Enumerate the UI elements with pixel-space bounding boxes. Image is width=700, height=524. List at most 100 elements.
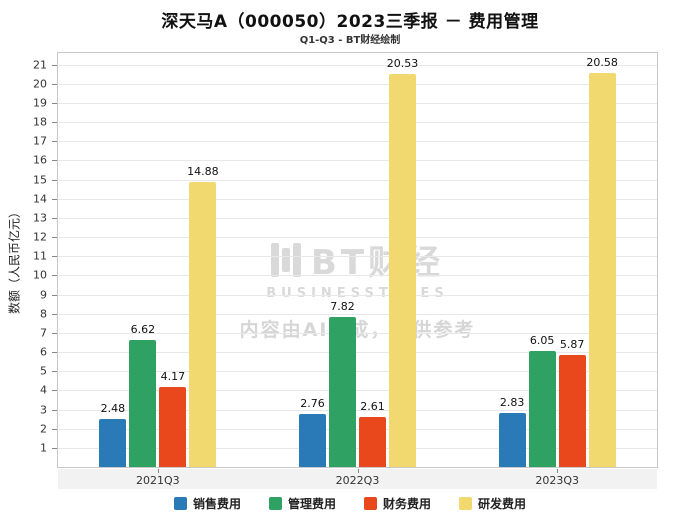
gridline [58,217,657,219]
y-tick-label: 1 [40,441,47,455]
watermark-logo-subtext: BUSINESSTIMES [266,286,449,301]
y-tick-label: 11 [33,249,47,263]
y-tick-label: 10 [33,268,47,282]
gridline [58,352,657,353]
y-tick-label: 3 [40,403,47,416]
y-tick-mark [52,447,57,449]
bar-value-label: 6.62 [130,323,156,337]
y-tick-label: 15 [33,173,47,186]
bar [99,419,127,467]
legend: 销售费用 管理费用 财务费用 研发费用 [0,495,700,512]
gridline [58,371,657,373]
legend-item: 销售费用 [173,495,241,512]
y-tick-label: 16 [33,153,47,167]
y-tick-mark [52,179,57,181]
y-tick-label: 12 [33,230,47,244]
y-tick-mark [52,352,57,353]
y-tick-mark [52,313,57,315]
gridline [58,332,657,334]
y-tick-label: 9 [40,288,47,301]
y-tick-mark [52,217,57,219]
y-tick-label: 2 [40,422,47,436]
gridline [58,64,657,66]
bar-value-label: 6.05 [529,334,555,348]
gridline [58,141,657,143]
legend-label: 销售费用 [192,497,241,511]
x-axis: 2021Q3 2022Q3 2023Q3 [58,469,657,489]
x-tick-label: 2021Q3 [136,474,180,487]
bar [558,354,586,467]
y-tick-label: 5 [40,364,47,378]
gridline [58,83,657,85]
y-tick-mark [52,428,57,430]
gridline [58,237,657,238]
x-tick-label: 2022Q3 [335,474,380,487]
x-tick-mark [557,469,559,473]
gridline [58,122,657,123]
y-tick-label: 4 [40,383,47,397]
watermark-logo: BT财经 [58,235,657,284]
bar-value-label: 20.53 [386,56,419,70]
gridline [58,428,657,430]
y-tick-label: 19 [33,96,47,110]
bar-value-label: 2.61 [360,399,385,413]
legend-label: 研发费用 [478,497,527,511]
y-tick-mark [52,160,57,162]
bar [389,73,416,467]
gridline [58,313,657,315]
bar-value-label: 4.17 [160,370,186,384]
y-tick-mark [52,237,57,238]
bar [359,416,386,467]
x-tick-mark [357,469,359,473]
bar [189,181,217,467]
bar [329,317,356,467]
bt-logo-icon [270,242,301,277]
y-tick-label: 7 [40,326,47,340]
y-tick-mark [52,275,57,277]
y-tick-label: 17 [33,134,47,148]
y-tick-mark [52,371,57,373]
chart-subtitle: Q1-Q3 - BT财经绘制 [299,35,401,46]
y-tick-label: 21 [33,58,47,71]
y-tick-label: 18 [33,115,47,129]
chart-title: 深天马A（000050）2023三季报 － 费用管理 [161,12,539,32]
y-tick-label: 20 [33,77,47,91]
legend-label: 管理费用 [287,497,336,511]
bar-value-label: 2.83 [499,395,525,409]
legend-swatch [268,497,282,510]
y-tick-mark [52,198,57,200]
legend-item: 管理费用 [268,495,336,512]
y-tick-mark [52,390,57,392]
gridline [58,198,657,200]
watermark-logo-text: BT财经 [310,243,445,283]
bar-value-label: 5.87 [559,337,585,351]
bar-value-label: 14.88 [187,164,219,178]
legend-item: 研发费用 [459,495,526,512]
bar [299,414,326,467]
y-tick-mark [52,83,57,85]
y-tick-label: 6 [40,345,47,359]
y-tick-mark [52,141,57,143]
x-tick-label: 2023Q3 [535,474,579,487]
bar [129,340,157,467]
bar [588,72,616,467]
gridline [58,409,657,411]
plot-area: BT财经 BUSINESSTIMES 内容由AI生成，仅供参考 2.48 6.62… [57,52,658,468]
y-tick-label: 13 [33,211,47,225]
gridline [58,102,657,104]
y-tick-label: 14 [33,192,47,206]
legend-label: 财务费用 [383,497,432,511]
bar [498,412,526,467]
bar [159,387,187,467]
gridline [58,447,657,449]
gridline [58,390,657,392]
y-tick-mark [52,332,57,334]
gridline [58,256,657,258]
y-tick-mark [52,256,57,258]
gridline [58,160,657,162]
bar-value-label: 7.82 [330,300,355,314]
y-tick-mark [52,102,57,104]
legend-item: 财务费用 [364,495,431,512]
bar-value-label: 2.48 [100,402,126,416]
